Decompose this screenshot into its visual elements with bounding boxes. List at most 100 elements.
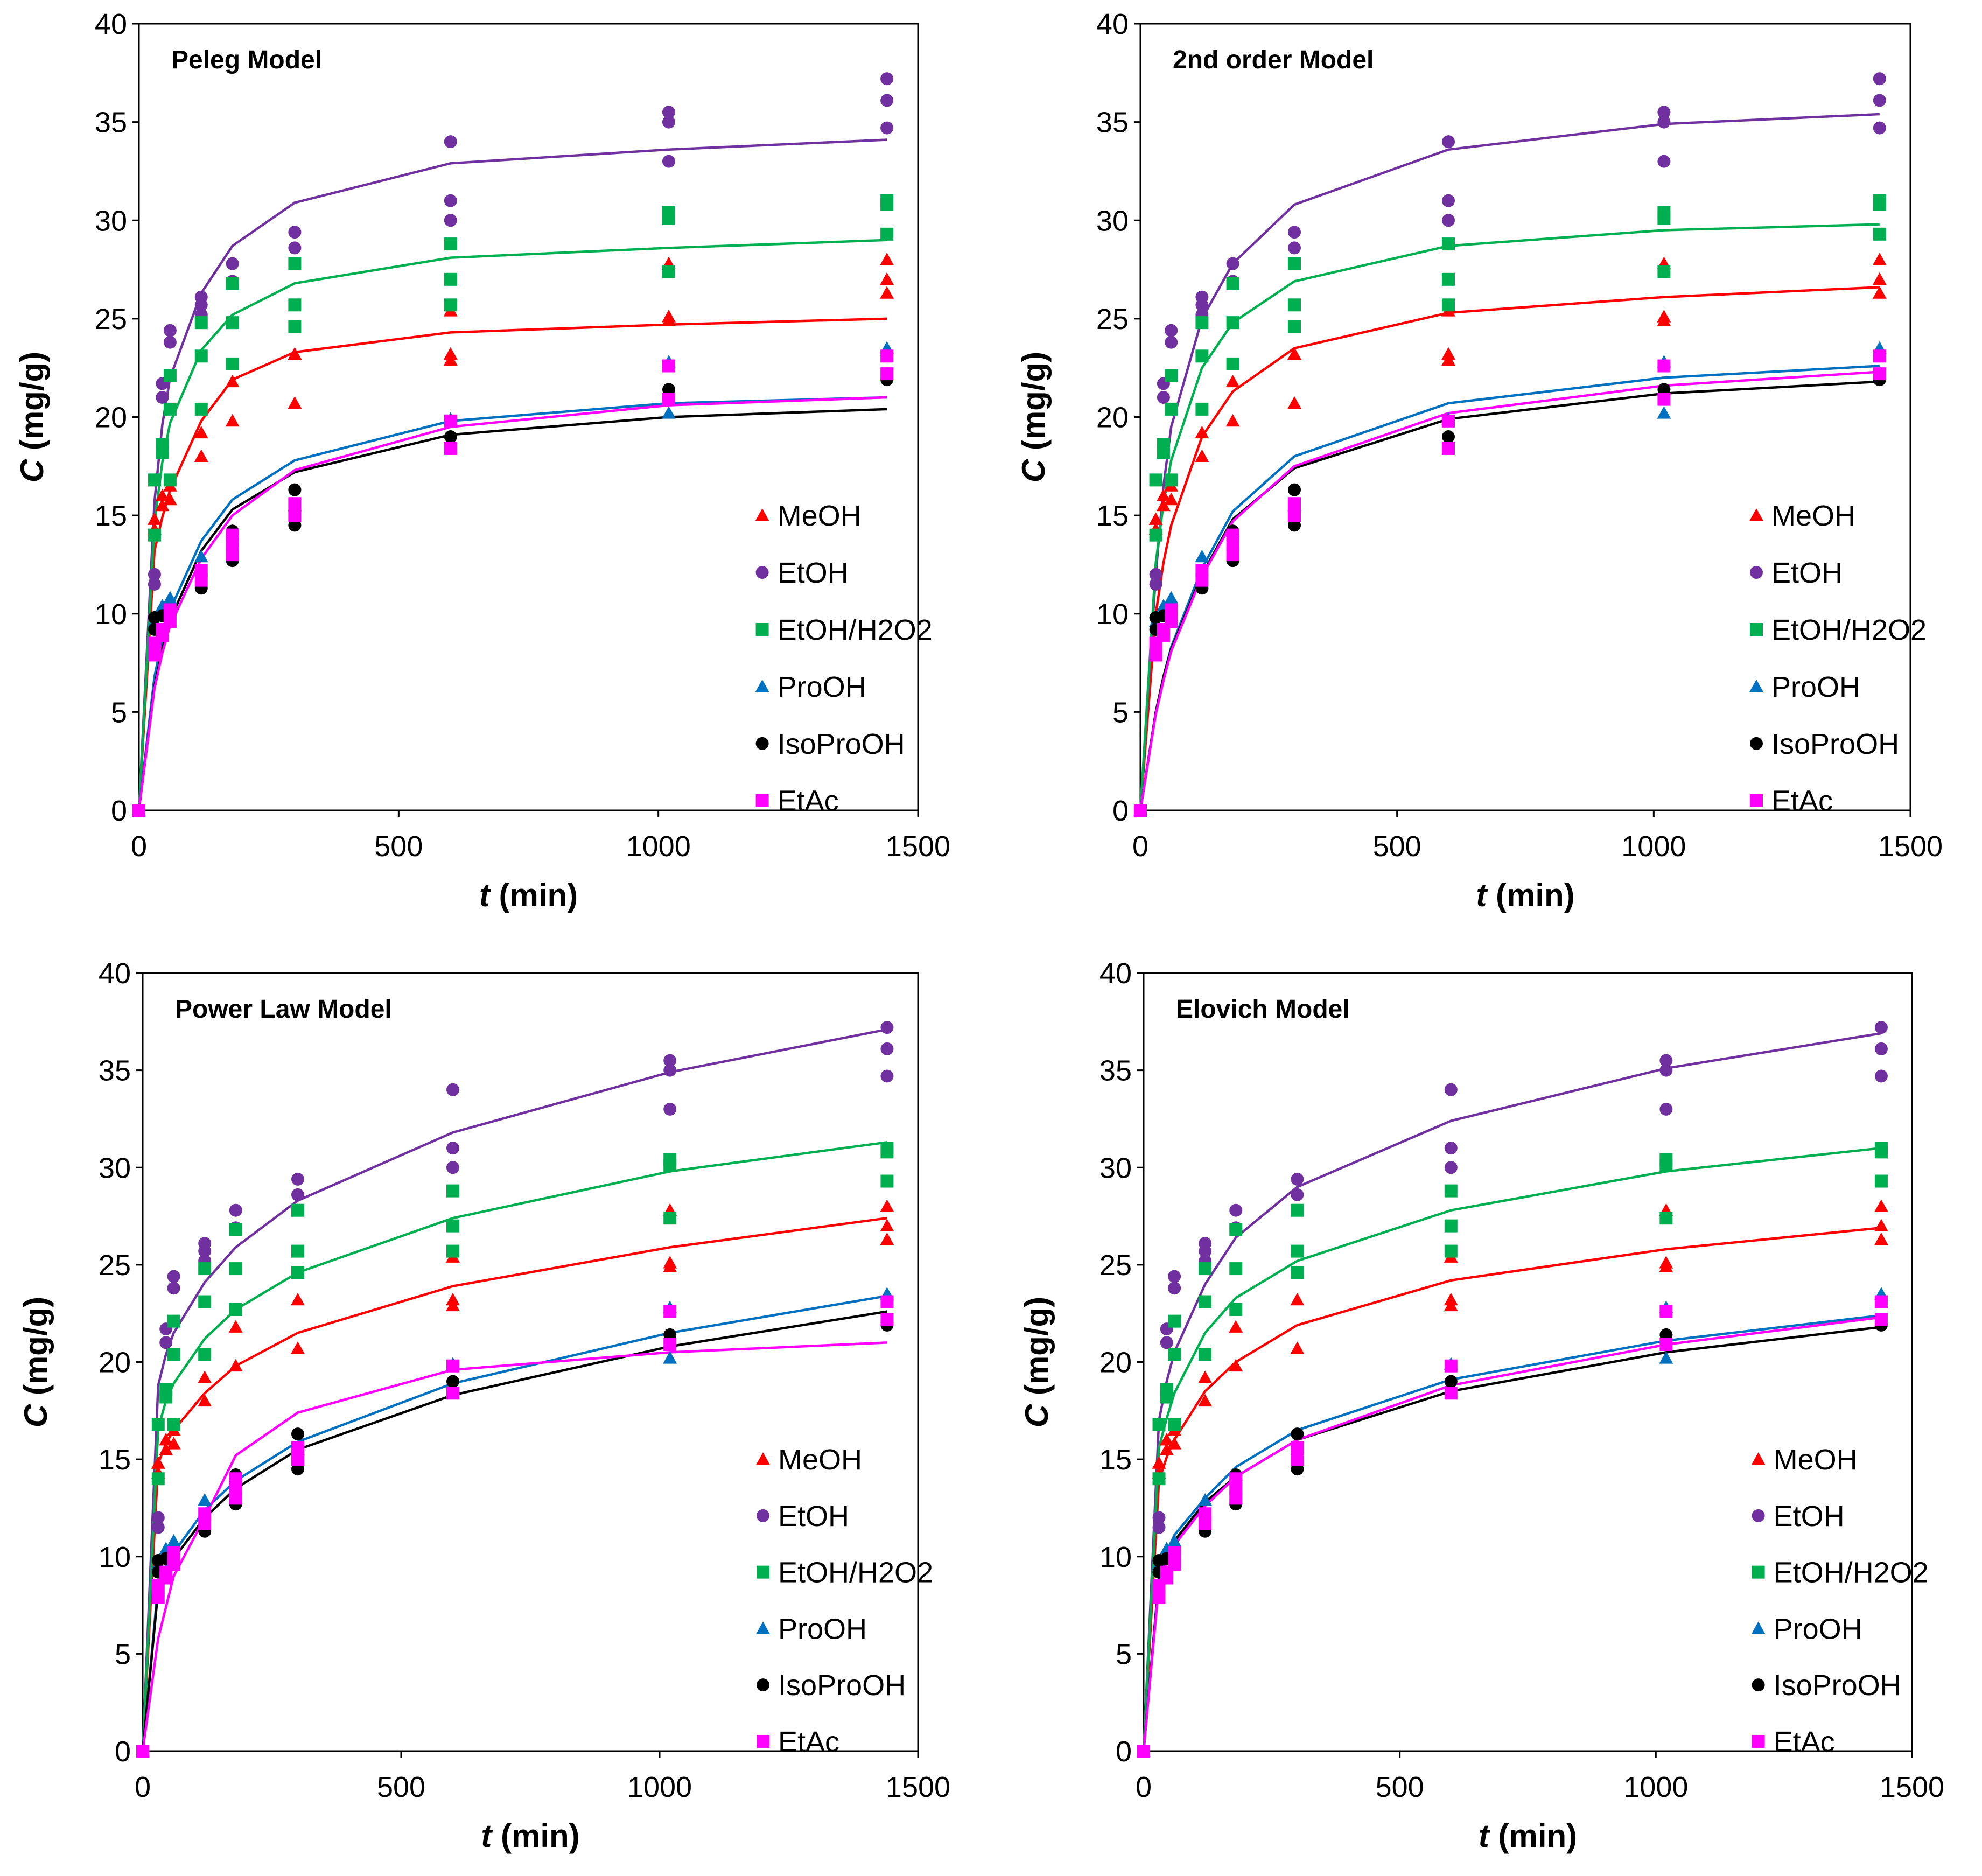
data-point — [1657, 406, 1671, 419]
data-point — [880, 72, 894, 86]
data-point — [1152, 1591, 1166, 1604]
data-point — [198, 1262, 212, 1276]
data-point — [155, 488, 170, 501]
data-point — [1657, 359, 1671, 373]
x-axis-unit: (min) — [490, 877, 578, 913]
data-point — [198, 1507, 212, 1521]
data-point — [1291, 1453, 1304, 1466]
data-point — [1152, 1472, 1166, 1486]
legend-marker — [755, 566, 769, 579]
data-point — [1290, 1341, 1305, 1354]
legend-label: EtAc — [1774, 1726, 1835, 1758]
data-point — [1229, 1359, 1243, 1372]
data-point — [291, 1266, 304, 1279]
y-tick-label: 35 — [1099, 1055, 1132, 1087]
data-point — [1168, 1282, 1181, 1295]
data-point — [880, 227, 894, 241]
data-point — [1444, 1244, 1458, 1258]
fit-line — [1139, 223, 1880, 811]
data-point — [1165, 473, 1178, 487]
y-tick-label: 35 — [1096, 107, 1129, 139]
y-tick-label: 5 — [1116, 1638, 1132, 1670]
data-point — [1164, 492, 1179, 506]
y-tick-label: 25 — [1099, 1249, 1132, 1282]
data-point — [163, 591, 177, 604]
data-point — [446, 1083, 459, 1096]
data-point — [1288, 241, 1301, 255]
legend-marker — [1749, 679, 1763, 692]
data-point — [1165, 615, 1178, 628]
data-point — [194, 549, 208, 563]
data-point — [291, 1441, 304, 1454]
data-point — [151, 1472, 165, 1486]
data-point — [446, 1184, 459, 1198]
legend-label: IsoProOH — [778, 1669, 906, 1702]
data-point — [880, 1021, 894, 1034]
panel-title: Elovich Model — [1176, 995, 1350, 1024]
data-point — [1226, 257, 1239, 270]
data-point — [1872, 253, 1887, 265]
legend-marker — [1752, 1678, 1765, 1692]
data-point — [1874, 1174, 1888, 1188]
data-point — [663, 1256, 677, 1269]
data-point — [1444, 1387, 1458, 1400]
data-point — [880, 1295, 894, 1308]
data-point — [1659, 1351, 1673, 1364]
series-markers-etac — [1134, 349, 1886, 817]
series-markers-etac — [1137, 1295, 1888, 1758]
data-point — [288, 241, 302, 255]
data-point — [136, 1745, 149, 1758]
legend-marker — [757, 1565, 769, 1579]
data-point — [194, 425, 208, 439]
legend-label: ProOH — [1774, 1613, 1862, 1645]
x-axis-label: t (min) — [1476, 877, 1574, 913]
data-point — [1444, 1359, 1458, 1373]
data-point — [1167, 1534, 1182, 1547]
data-point — [444, 214, 457, 227]
data-point — [1149, 648, 1162, 662]
data-point — [880, 1199, 894, 1212]
data-point — [1442, 272, 1455, 286]
data-point — [1164, 591, 1179, 604]
data-point — [226, 357, 239, 370]
data-point — [1288, 509, 1301, 522]
data-point — [662, 393, 675, 406]
y-tick-label: 5 — [111, 696, 127, 729]
data-point — [148, 648, 161, 662]
y-tick-label: 0 — [111, 795, 127, 827]
series-isoprooh — [137, 408, 887, 811]
legend-marker — [1751, 1452, 1766, 1465]
series-etac — [1139, 370, 1880, 811]
data-point — [288, 320, 302, 333]
data-point — [1168, 1558, 1181, 1571]
series-etac — [137, 396, 887, 811]
fit-line — [1142, 1226, 1882, 1752]
data-point — [229, 1223, 242, 1236]
data-point — [1874, 1219, 1888, 1232]
y-axis-variable: C — [18, 1403, 54, 1427]
data-point — [194, 290, 208, 304]
data-point — [1659, 1063, 1673, 1077]
data-point — [446, 1359, 459, 1373]
data-point — [662, 115, 675, 129]
legend-label: EtOH — [1774, 1500, 1845, 1532]
data-point — [1659, 1305, 1673, 1318]
legend-label: ProOH — [778, 671, 866, 703]
data-point — [1873, 349, 1886, 363]
fit-line — [137, 239, 887, 811]
data-point — [1291, 1172, 1304, 1186]
data-point — [1442, 430, 1455, 444]
data-point — [229, 1303, 242, 1316]
data-point — [1657, 265, 1671, 278]
chart-panel-1: 0 5 10 15 20 25 30 35 40 0 500 1000 1500 t (min) C (mg… — [14, 8, 950, 913]
series-etoh-h2o2 — [137, 239, 887, 811]
data-point — [1152, 1456, 1166, 1469]
data-point — [1873, 121, 1886, 135]
data-point — [194, 402, 208, 416]
series-prooh — [1139, 365, 1880, 811]
data-point — [446, 1375, 459, 1388]
legend-label: EtOH — [1771, 557, 1843, 589]
legend-marker — [1752, 1565, 1765, 1579]
legend-label: IsoProOH — [1774, 1669, 1901, 1702]
legend-marker — [1752, 1509, 1765, 1522]
